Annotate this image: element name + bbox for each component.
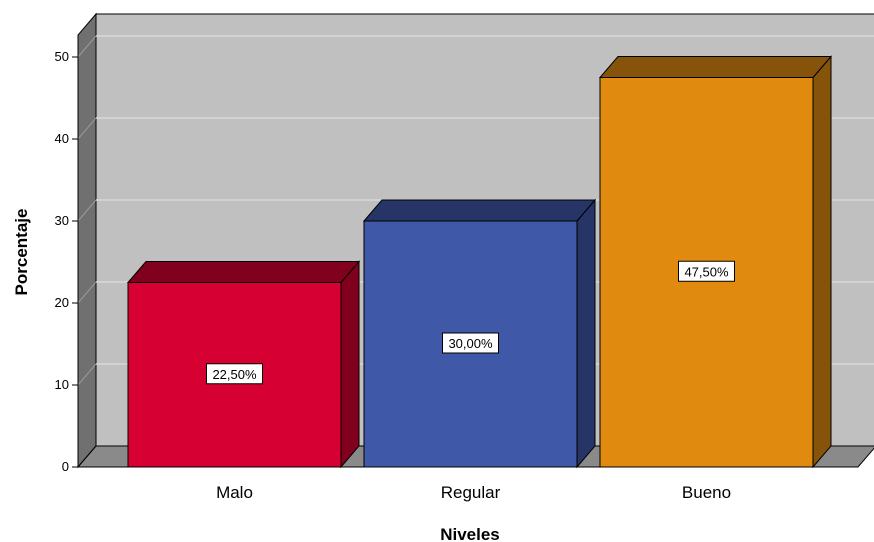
data-label-box <box>206 363 263 385</box>
bar-top <box>362 199 597 222</box>
bar-side <box>340 260 360 469</box>
y-tick-label: 50 <box>55 49 69 64</box>
gridline-side <box>77 117 97 140</box>
gridline-side <box>77 199 97 222</box>
y-tick-label: 10 <box>55 377 69 392</box>
bar-side <box>576 198 596 469</box>
y-tick-label: 20 <box>55 295 69 310</box>
plot-side-wall <box>77 12 97 469</box>
data-label-box <box>442 332 499 354</box>
data-label-box <box>678 260 735 282</box>
data-label: 47,50% <box>684 264 729 279</box>
gridline-side <box>77 281 97 304</box>
bar-side <box>812 55 832 469</box>
bar-top <box>126 261 361 283</box>
bar-top <box>598 56 833 78</box>
data-label: 22,50% <box>212 367 257 382</box>
gridline-side <box>77 363 97 386</box>
y-tick-label: 40 <box>55 131 69 146</box>
gridline-side <box>77 35 97 58</box>
x-axis-title: Niveles <box>440 525 500 542</box>
y-tick-label: 0 <box>62 459 69 474</box>
y-axis-title: Porcentaje <box>12 209 31 296</box>
data-label: 30,00% <box>448 336 493 351</box>
y-tick-label: 30 <box>55 213 69 228</box>
x-tick-label: Regular <box>441 483 501 502</box>
x-tick-label: Bueno <box>682 483 731 502</box>
x-tick-label: Malo <box>216 483 253 502</box>
